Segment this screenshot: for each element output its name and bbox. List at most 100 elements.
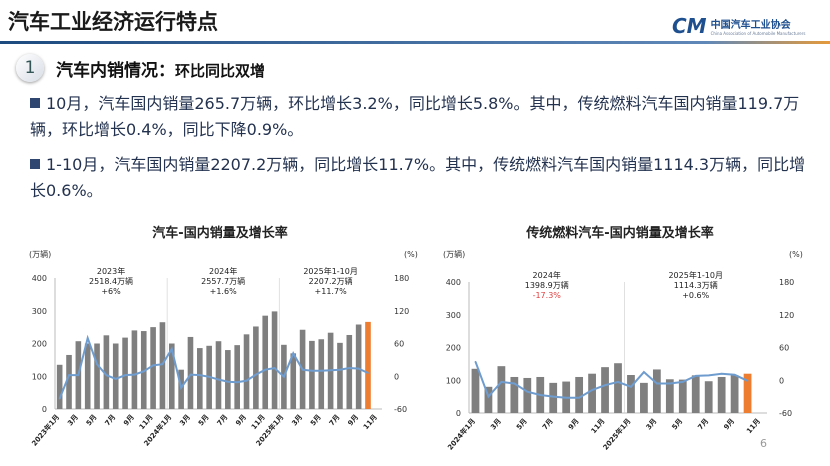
bullet-square-icon (30, 98, 40, 108)
bar (575, 376, 584, 413)
growth-point (526, 390, 529, 393)
logo-mark: CM (672, 14, 707, 38)
annotation-growth: +0.6% (682, 291, 709, 300)
y2-tick-label: -60 (779, 409, 792, 418)
growth-line (58, 334, 369, 399)
x-tick-label: 5月 (85, 413, 99, 427)
y2-axis-label: (%) (404, 250, 418, 259)
x-tick-label: 11月 (745, 417, 762, 435)
growth-point (681, 381, 684, 383)
bar (103, 335, 110, 409)
annotation-total: 2207.2万辆 (309, 276, 353, 286)
y2-tick-label: 120 (394, 307, 409, 316)
growth-point (236, 381, 238, 384)
growth-point (133, 373, 136, 376)
bar (168, 343, 175, 409)
x-tick-label: 9月 (567, 417, 581, 431)
annotation-growth: -17.3% (533, 291, 562, 300)
annotation-year: 2024年 (533, 270, 561, 280)
growth-point (301, 368, 304, 371)
y2-axis-label: (%) (789, 250, 803, 259)
bullet-square-icon (30, 159, 40, 169)
growth-point (513, 382, 516, 385)
bar (337, 342, 343, 409)
growth-point (199, 374, 201, 376)
bar (122, 337, 128, 409)
bar (665, 379, 674, 413)
growth-point (591, 389, 593, 391)
header-divider (0, 41, 830, 44)
bar (627, 375, 635, 413)
y-tick-label: 300 (446, 311, 461, 320)
growth-point (617, 381, 619, 383)
annotation-growth: +1.6% (210, 287, 237, 296)
growth-point (161, 363, 164, 366)
y2-tick-label: 0 (394, 372, 399, 381)
section-number: 1 (16, 54, 44, 82)
x-tick-label: 3月 (645, 417, 659, 431)
growth-point (630, 386, 632, 388)
bar (243, 334, 250, 409)
growth-point (96, 363, 98, 366)
growth-point (273, 367, 276, 369)
x-tick-label: 5月 (309, 413, 323, 427)
annotation-growth: +6% (101, 287, 121, 296)
growth-point (86, 337, 89, 339)
x-tick-label: 3月 (290, 413, 304, 427)
bar (131, 330, 138, 409)
bullet-text: 1-10月，汽车国内销量2207.2万辆，同比增长11.7%。其中，传统燃料汽车… (30, 155, 806, 200)
bar (56, 364, 63, 409)
x-tick-label: 11月 (590, 417, 607, 435)
bar (318, 339, 325, 409)
growth-point (578, 396, 580, 399)
growth-point (114, 378, 117, 380)
bar (730, 375, 739, 413)
bar (365, 321, 371, 409)
y-tick-label: 0 (42, 405, 47, 414)
x-tick-label: 9月 (122, 413, 136, 427)
y2-tick-label: 60 (394, 340, 404, 349)
bar (66, 354, 72, 409)
bar (588, 373, 596, 413)
x-tick-label: 3月 (66, 413, 80, 427)
bar (355, 324, 362, 409)
growth-point (720, 372, 723, 375)
bar (290, 353, 297, 409)
bar (640, 382, 648, 413)
bar (497, 366, 506, 413)
chart-traditional-fuel-domestic-sales: 传统燃料汽车-国内销量及增长率 (万辆) (%) 0 100 200 300 400 -60 0 6… (443, 225, 803, 452)
growth-line (474, 361, 748, 399)
x-tick-label: 9月 (722, 417, 736, 431)
y2-tick-label: 60 (779, 344, 789, 353)
bar (112, 343, 119, 409)
x-tick-label: 3月 (489, 417, 503, 431)
growth-point (746, 379, 749, 382)
y2-tick-label: 120 (779, 311, 794, 320)
logo: CM 中国汽车工业协会 China Association of Automob… (672, 14, 805, 38)
bar (717, 376, 726, 413)
growth-point (189, 373, 192, 376)
growth-point (348, 367, 351, 369)
x-tick-label: 5月 (197, 413, 211, 427)
bar (346, 334, 353, 409)
growth-point (152, 364, 154, 367)
x-tick-label: 5月 (671, 417, 685, 431)
x-tick-label: 11月 (250, 413, 267, 431)
bar (484, 386, 493, 413)
x-tick-label: 11月 (138, 413, 155, 431)
bar (197, 348, 203, 409)
chart-title: 传统燃料汽车-国内销量及增长率 (525, 225, 713, 241)
annotation-year: 2023年 (97, 266, 125, 276)
x-tick-label: 5月 (515, 417, 529, 431)
growth-point (217, 378, 220, 381)
section-subtitle: 环比同比双增 (175, 61, 266, 80)
page-title: 汽车工业经济运行特点 (8, 10, 218, 34)
x-tick-label: 3月 (178, 413, 192, 427)
bar (187, 336, 194, 409)
y-tick-label: 400 (446, 278, 461, 287)
section-title-main: 汽车内销情况： (56, 60, 175, 81)
bar (704, 381, 713, 413)
bar (150, 327, 156, 409)
annotation-total: 1114.3万辆 (674, 280, 718, 290)
growth-point (283, 375, 285, 378)
